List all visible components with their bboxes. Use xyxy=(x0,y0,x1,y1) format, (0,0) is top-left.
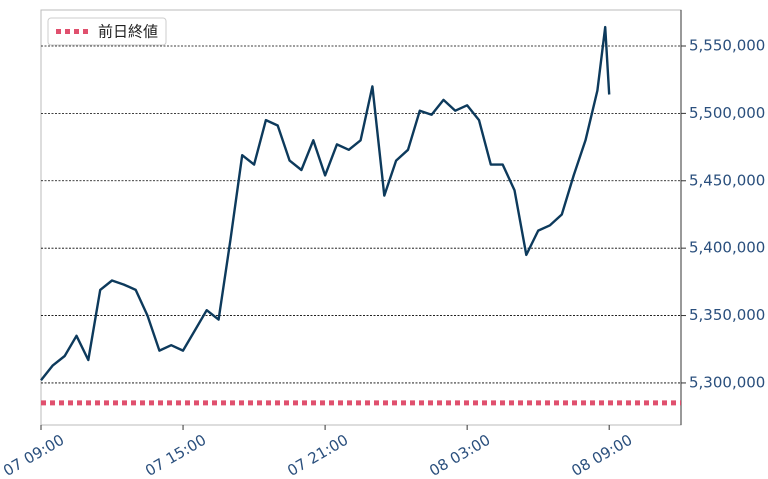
x-tick-label: 07 21:00 xyxy=(284,431,351,479)
x-tick-label: 08 09:00 xyxy=(568,431,635,479)
price-line xyxy=(40,25,611,382)
x-tick-label: 07 15:00 xyxy=(142,431,209,479)
y-tick-label: 5,300,000 xyxy=(689,373,765,391)
x-tick-label: 08 03:00 xyxy=(426,431,493,479)
y-tick-label: 5,400,000 xyxy=(689,239,765,257)
legend-label: 前日終値 xyxy=(98,23,158,41)
y-tick-label: 5,550,000 xyxy=(689,36,765,54)
plot-frame xyxy=(40,9,682,426)
y-tick-label: 5,450,000 xyxy=(689,171,765,189)
x-tick-label: 07 09:00 xyxy=(0,431,67,479)
y-tick-label: 5,500,000 xyxy=(689,104,765,122)
y-tick-label: 5,350,000 xyxy=(689,306,765,324)
legend-box xyxy=(47,17,167,46)
